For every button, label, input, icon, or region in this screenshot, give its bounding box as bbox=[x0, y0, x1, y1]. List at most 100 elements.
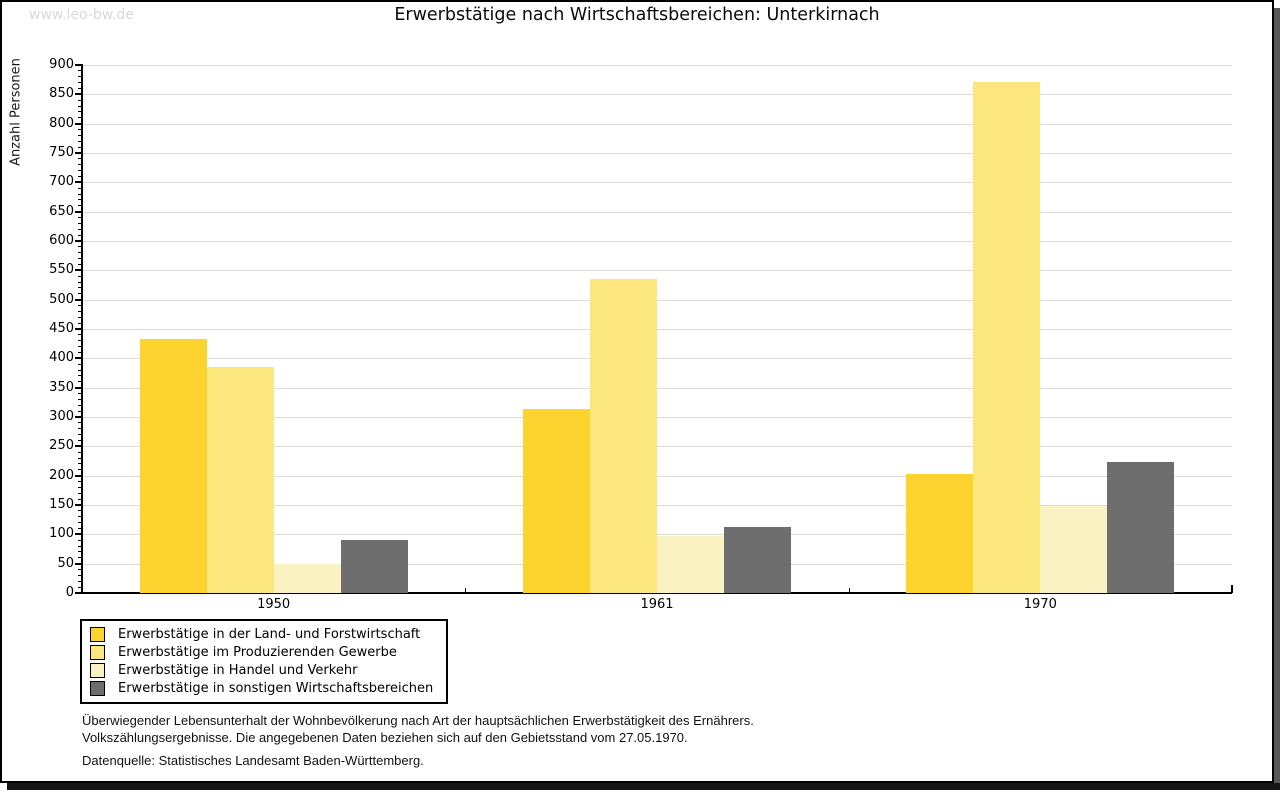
bar-1970-series-3 bbox=[1040, 506, 1108, 593]
y-minor-tick-420 bbox=[78, 346, 82, 348]
y-minor-tick-340 bbox=[78, 393, 82, 395]
y-major-tick-450 bbox=[75, 328, 82, 330]
y-minor-tick-30 bbox=[78, 574, 82, 576]
y-axis-line bbox=[81, 64, 83, 594]
y-minor-tick-240 bbox=[78, 451, 82, 453]
footnote-line-1: Überwiegender Lebensunterhalt der Wohnbe… bbox=[82, 713, 754, 728]
y-minor-tick-380 bbox=[78, 369, 82, 371]
y-minor-tick-130 bbox=[78, 516, 82, 518]
y-minor-tick-260 bbox=[78, 439, 82, 441]
legend-swatch-sonstige-bereiche bbox=[90, 680, 105, 696]
y-minor-tick-730 bbox=[78, 164, 82, 166]
bar-1950-series-1 bbox=[139, 338, 207, 593]
y-minor-tick-160 bbox=[78, 498, 82, 500]
gridline-750 bbox=[83, 153, 1232, 154]
y-tick-label-500: 500 bbox=[49, 291, 74, 307]
gridline-650 bbox=[83, 212, 1232, 213]
y-minor-tick-20 bbox=[78, 580, 82, 582]
y-minor-tick-210 bbox=[78, 469, 82, 471]
leo-bw-watermark: www.leo-bw.de bbox=[29, 7, 134, 23]
y-tick-label-700: 700 bbox=[49, 174, 74, 190]
y-tick-label-150: 150 bbox=[49, 497, 74, 512]
y-tick-label-0: 0 bbox=[65, 585, 74, 600]
y-minor-tick-120 bbox=[78, 522, 82, 524]
y-minor-tick-830 bbox=[78, 105, 82, 107]
y-major-tick-600 bbox=[75, 240, 82, 242]
y-minor-tick-640 bbox=[78, 217, 82, 219]
y-major-tick-650 bbox=[75, 210, 82, 213]
y-minor-tick-710 bbox=[78, 175, 82, 177]
y-major-tick-250 bbox=[75, 445, 82, 448]
y-tick-label-400: 400 bbox=[49, 350, 74, 366]
legend-swatch-land-forstwirtschaft bbox=[90, 626, 105, 642]
y-tick-label-850: 850 bbox=[49, 86, 74, 102]
y-minor-tick-220 bbox=[78, 463, 82, 465]
y-minor-tick-810 bbox=[78, 117, 82, 119]
x-axis-label-1970: 1970 bbox=[1023, 597, 1057, 612]
footnote-text: Überwiegender Lebensunterhalt der Wohnbe… bbox=[82, 712, 754, 746]
gridline-800 bbox=[83, 124, 1232, 125]
y-minor-tick-560 bbox=[78, 263, 82, 265]
y-minor-tick-230 bbox=[78, 457, 82, 459]
x-boundary-tick-0 bbox=[465, 588, 467, 593]
bar-1961-series-4 bbox=[724, 527, 791, 593]
y-minor-tick-570 bbox=[78, 258, 82, 260]
y-major-tick-500 bbox=[75, 298, 82, 301]
y-minor-tick-110 bbox=[78, 527, 82, 529]
y-minor-tick-720 bbox=[78, 170, 82, 172]
y-minor-tick-70 bbox=[78, 551, 82, 553]
gridline-900 bbox=[83, 65, 1232, 66]
y-tick-label-750: 750 bbox=[49, 145, 74, 160]
y-minor-tick-440 bbox=[78, 334, 82, 336]
y-tick-label-300: 300 bbox=[49, 409, 74, 424]
y-tick-label-250: 250 bbox=[49, 438, 74, 454]
y-minor-tick-390 bbox=[78, 363, 82, 365]
legend-item-sonstige-bereiche: Erwerbstätige in sonstigen Wirtschaftsbe… bbox=[82, 679, 446, 697]
y-tick-label-50: 50 bbox=[57, 555, 74, 571]
gridline-700 bbox=[83, 182, 1232, 183]
y-major-tick-400 bbox=[75, 357, 82, 360]
y-minor-tick-40 bbox=[78, 569, 82, 571]
y-major-tick-700 bbox=[75, 181, 82, 184]
y-major-tick-150 bbox=[75, 504, 82, 506]
bar-1970-series-2 bbox=[973, 82, 1041, 593]
x-axis-label-1950: 1950 bbox=[257, 597, 291, 612]
y-minor-tick-760 bbox=[78, 146, 82, 148]
y-minor-tick-330 bbox=[78, 398, 82, 400]
x-axis-line bbox=[81, 592, 1232, 594]
y-tick-label-650: 650 bbox=[49, 203, 74, 219]
y-minor-tick-320 bbox=[78, 404, 82, 406]
frame-shadow-right bbox=[1274, 8, 1280, 784]
y-minor-tick-670 bbox=[78, 199, 82, 201]
gridline-200 bbox=[83, 476, 1232, 477]
bar-1961-series-2 bbox=[590, 279, 657, 593]
gridline-600 bbox=[83, 241, 1232, 242]
bar-1961-series-1 bbox=[523, 408, 590, 593]
gridline-300 bbox=[83, 417, 1232, 418]
y-minor-tick-10 bbox=[78, 586, 82, 588]
data-source-text: Datenquelle: Statistisches Landesamt Bad… bbox=[82, 753, 424, 768]
y-minor-tick-820 bbox=[78, 111, 82, 113]
bar-1970-series-4 bbox=[1107, 462, 1175, 593]
y-minor-tick-680 bbox=[78, 193, 82, 195]
gridline-400 bbox=[83, 358, 1232, 359]
y-minor-tick-770 bbox=[78, 140, 82, 142]
y-minor-tick-790 bbox=[78, 129, 82, 131]
y-minor-tick-580 bbox=[78, 252, 82, 254]
legend-label: Erwerbstätige in Handel und Verkehr bbox=[118, 662, 358, 678]
y-minor-tick-90 bbox=[78, 539, 82, 541]
y-major-tick-350 bbox=[75, 386, 82, 389]
y-minor-tick-620 bbox=[78, 228, 82, 230]
y-minor-tick-410 bbox=[78, 351, 82, 353]
x-axis-label-1961: 1961 bbox=[640, 597, 674, 612]
gridline-100 bbox=[83, 534, 1232, 535]
y-minor-tick-480 bbox=[78, 310, 82, 312]
bar-1950-series-2 bbox=[206, 367, 274, 593]
y-minor-tick-520 bbox=[78, 287, 82, 289]
y-minor-tick-430 bbox=[78, 340, 82, 342]
y-tick-label-100: 100 bbox=[49, 526, 74, 542]
y-minor-tick-470 bbox=[78, 316, 82, 318]
y-minor-tick-610 bbox=[78, 234, 82, 236]
y-major-tick-200 bbox=[75, 474, 82, 477]
x-boundary-tick-1 bbox=[848, 588, 850, 593]
